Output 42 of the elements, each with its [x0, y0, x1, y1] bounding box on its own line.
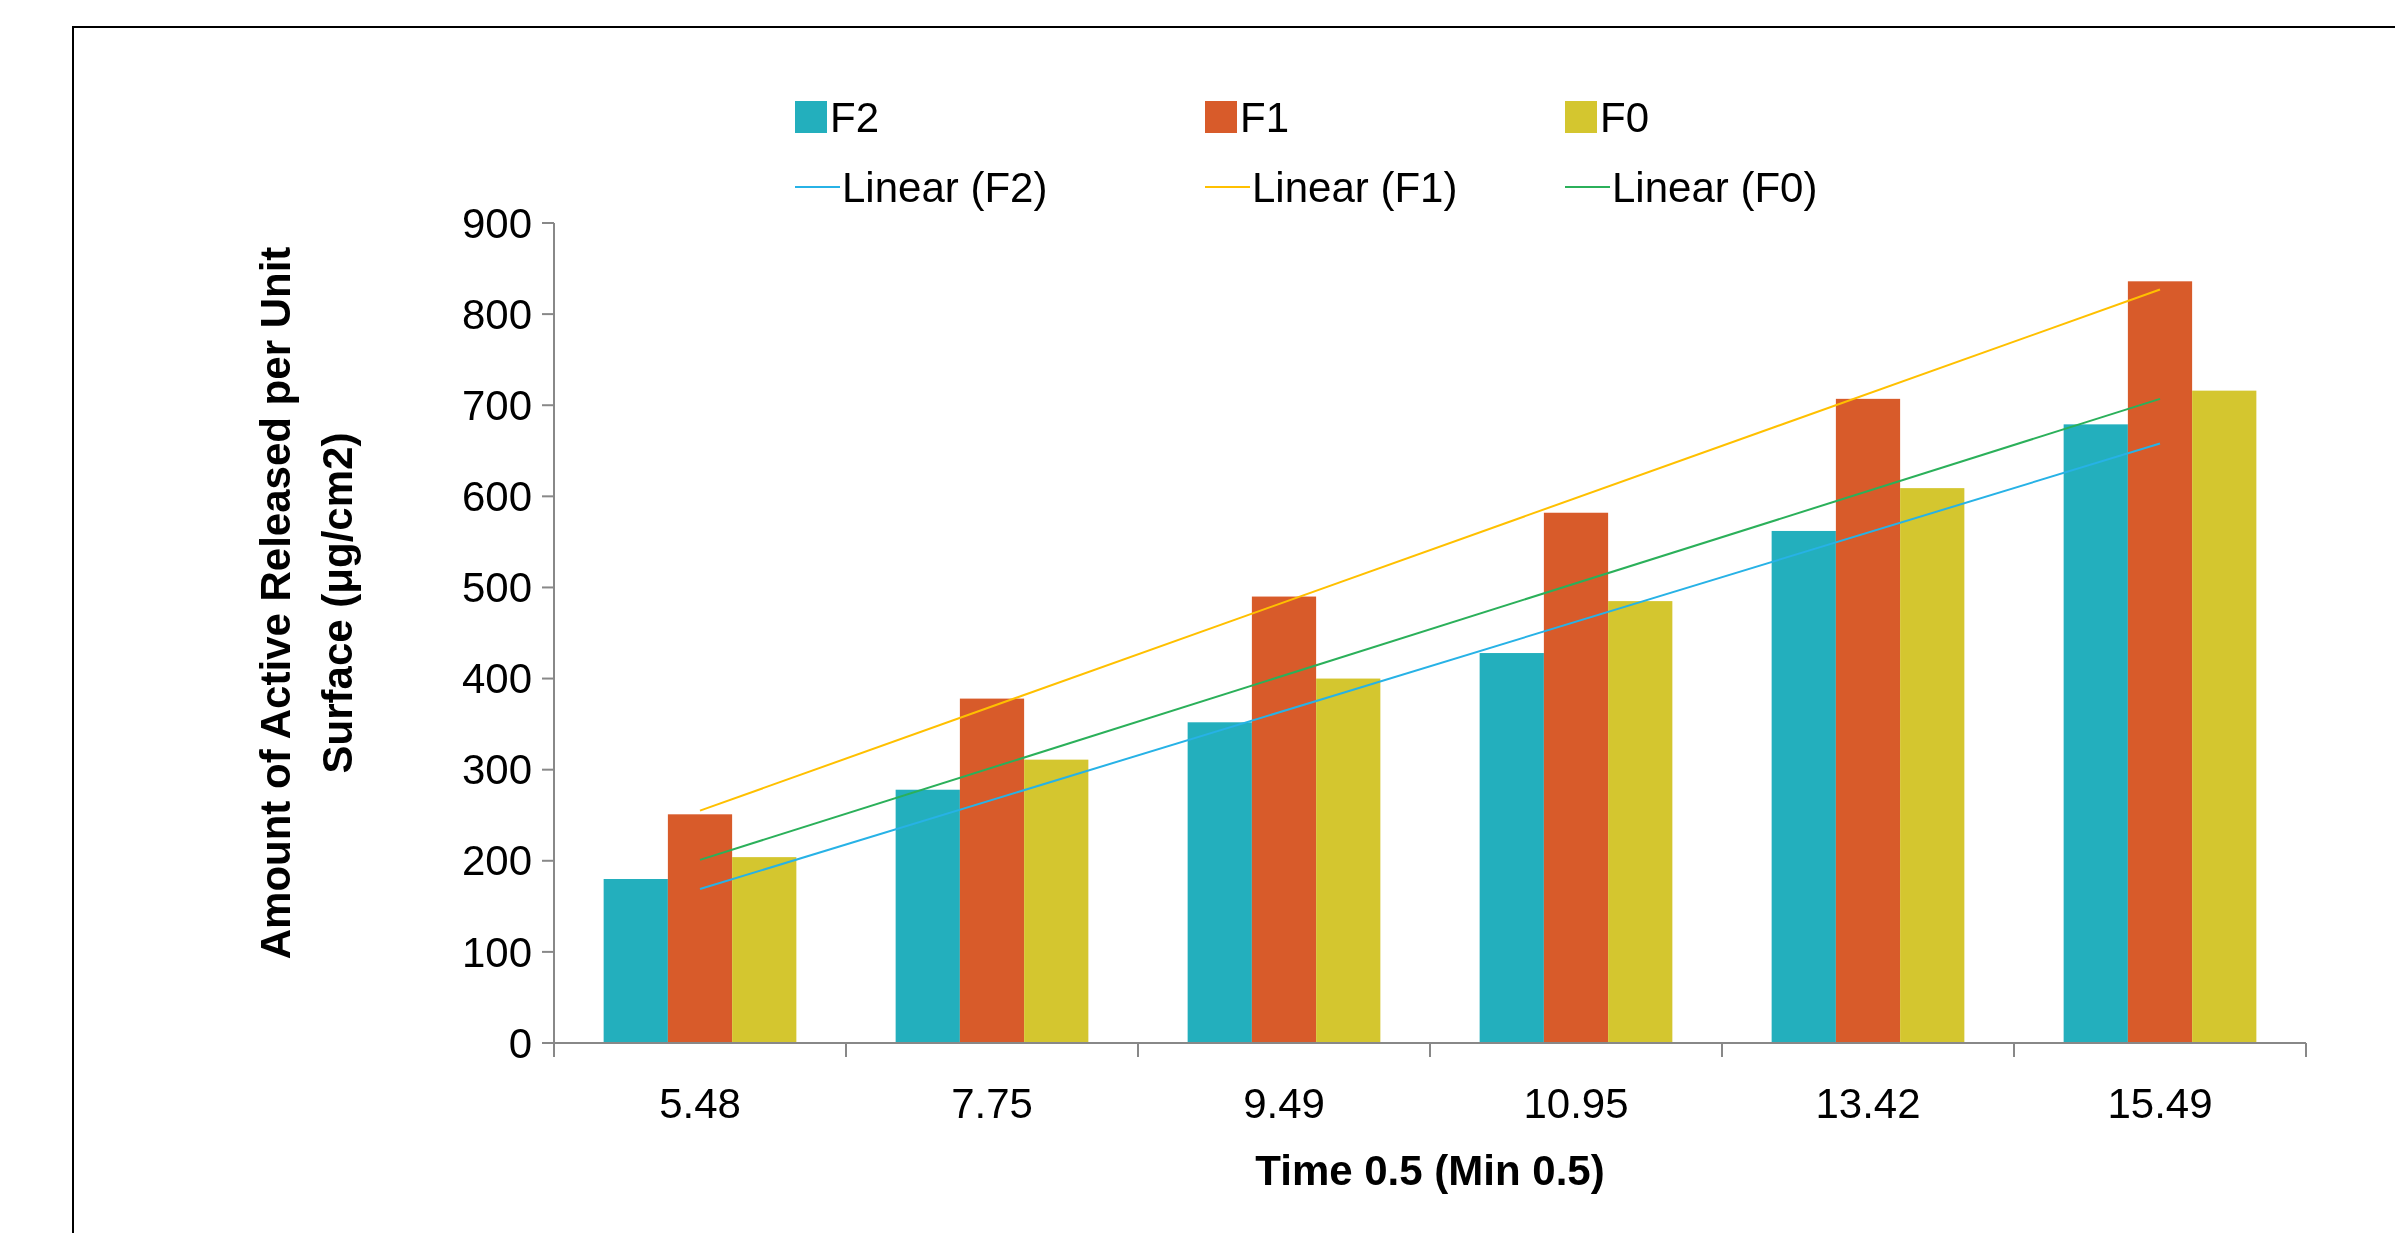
- y-tick-label: 100: [461, 928, 532, 976]
- y-tick-label: 200: [461, 837, 532, 885]
- bar: [732, 857, 797, 1043]
- bar: [1251, 596, 1317, 1043]
- y-tick-label: 800: [461, 290, 532, 338]
- x-tick-label: 7.75: [951, 1080, 1033, 1127]
- legend-label: Linear (F2): [842, 163, 1048, 211]
- y-tick-label: 500: [461, 564, 532, 612]
- bar: [2127, 281, 2193, 1043]
- legend-label: F1: [1240, 93, 1290, 141]
- y-tick-label: 700: [461, 381, 532, 429]
- legend-label: Linear (F0): [1612, 163, 1818, 211]
- x-tick-label: 5.48: [659, 1080, 741, 1127]
- x-tick-label: 10.95: [1523, 1080, 1629, 1127]
- bar: [1835, 398, 1901, 1043]
- bar: [1024, 759, 1089, 1043]
- bar: [603, 879, 668, 1043]
- x-axis-title: Time 0.5 (Min 0.5): [1255, 1147, 1605, 1194]
- y-tick-label: 600: [461, 473, 532, 521]
- bar: [1543, 512, 1609, 1043]
- bar: [2192, 390, 2257, 1043]
- bar: [1479, 653, 1544, 1043]
- x-tick-label: 9.49: [1243, 1080, 1325, 1127]
- bar: [667, 814, 733, 1043]
- y-tick-label: 300: [461, 746, 532, 794]
- x-tick-label: 15.49: [2107, 1080, 2213, 1127]
- legend-label: F2: [830, 93, 880, 141]
- y-tick-label: 900: [461, 199, 532, 247]
- legend-label: F0: [1600, 93, 1650, 141]
- y-tick-label: 400: [461, 655, 532, 703]
- bar: [2063, 424, 2128, 1043]
- bar: [1608, 601, 1673, 1043]
- bar: [959, 698, 1025, 1043]
- y-axis-title: Amount of Active Released per Unit Surface (μg/cm2): [252, 246, 361, 960]
- legend-label: Linear (F1): [1252, 163, 1458, 211]
- x-tick-label: 13.42: [1815, 1080, 1921, 1127]
- bar: [1771, 530, 1836, 1043]
- bar: [1900, 488, 1965, 1043]
- bar: [1316, 678, 1381, 1043]
- y-tick-label: 0: [508, 1019, 532, 1067]
- bar: [895, 789, 960, 1043]
- bar: [1187, 722, 1252, 1043]
